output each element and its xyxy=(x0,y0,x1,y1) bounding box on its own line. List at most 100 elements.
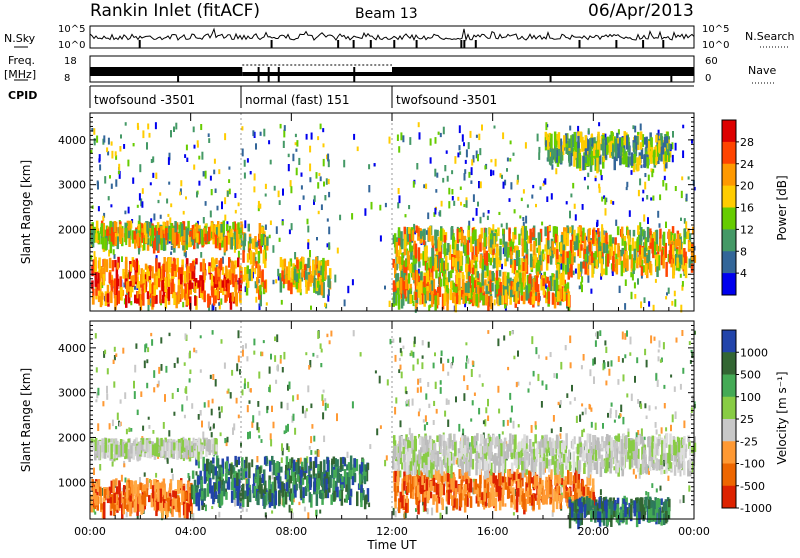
scatter-cell xyxy=(553,373,555,378)
band-cell xyxy=(546,277,549,284)
scatter-cell xyxy=(513,512,515,515)
band-cell xyxy=(203,488,206,500)
band-cell xyxy=(164,503,167,511)
scatter-cell xyxy=(334,275,336,283)
scatter-cell xyxy=(448,188,450,195)
scatter-cell xyxy=(464,169,466,174)
scatter-cell xyxy=(166,199,168,204)
scatter-cell xyxy=(426,422,428,425)
band-cell xyxy=(249,269,252,281)
scatter-cell xyxy=(605,208,607,215)
band-cell xyxy=(672,245,675,255)
scatter-cell xyxy=(336,413,338,421)
scatter-cell xyxy=(168,430,170,436)
scatter-cell xyxy=(318,173,320,176)
band-cell xyxy=(105,238,108,250)
band-cell xyxy=(152,226,155,241)
scatter-cell xyxy=(328,192,330,197)
band-cell xyxy=(197,280,200,288)
colorbar-tick-label: 24 xyxy=(740,158,754,171)
band-cell xyxy=(229,270,232,280)
scatter-cell xyxy=(311,424,313,429)
scatter-cell xyxy=(170,252,172,255)
scatter-cell xyxy=(626,187,628,190)
band-cell xyxy=(142,270,145,284)
band-cell xyxy=(480,254,483,262)
band-cell xyxy=(485,295,488,306)
scatter-cell xyxy=(258,411,260,416)
band-cell xyxy=(443,293,446,306)
band-cell xyxy=(554,280,557,291)
scatter-cell xyxy=(295,134,297,137)
scatter-cell xyxy=(507,420,509,426)
band-cell xyxy=(398,227,401,237)
scatter-cell xyxy=(465,342,467,345)
band-cell xyxy=(465,283,468,293)
scatter-cell xyxy=(218,512,220,518)
band-cell xyxy=(431,236,434,246)
band-cell xyxy=(662,256,665,268)
scatter-cell xyxy=(254,268,256,274)
scatter-cell xyxy=(465,362,467,368)
scatter-cell xyxy=(581,403,583,406)
band-cell xyxy=(467,282,470,293)
scatter-cell xyxy=(218,169,220,174)
scatter-cell xyxy=(467,385,469,390)
band-cell xyxy=(452,235,455,249)
band-cell xyxy=(649,261,652,273)
band-cell xyxy=(436,230,439,236)
scatter-cell xyxy=(436,173,438,178)
scatter-cell xyxy=(106,147,108,152)
band-cell xyxy=(232,292,235,301)
scatter-cell xyxy=(323,159,325,166)
band-cell xyxy=(518,234,521,245)
band-cell xyxy=(569,227,572,233)
band-cell xyxy=(301,269,304,278)
band-cell xyxy=(148,495,151,502)
scatter-cell xyxy=(215,189,217,193)
scatter-cell xyxy=(258,372,260,379)
scatter-cell xyxy=(664,176,666,180)
scatter-cell xyxy=(309,446,311,450)
band-cell xyxy=(568,151,571,163)
scatter-cell xyxy=(583,354,585,361)
band-cell xyxy=(523,292,526,304)
freq-band xyxy=(90,67,242,76)
band-cell xyxy=(133,231,136,240)
scatter-cell xyxy=(320,176,322,181)
band-cell xyxy=(659,154,662,160)
scatter-cell xyxy=(280,355,282,359)
scatter-cell xyxy=(667,476,669,481)
scatter-cell xyxy=(540,186,542,189)
band-cell xyxy=(264,488,267,494)
band-cell xyxy=(230,464,233,479)
scatter-cell xyxy=(480,181,482,188)
band-cell xyxy=(203,291,206,303)
band-cell xyxy=(155,295,158,304)
scatter-cell xyxy=(510,141,512,145)
band-cell xyxy=(685,263,688,278)
band-cell xyxy=(118,480,121,494)
band-cell xyxy=(633,230,636,237)
scatter-cell xyxy=(478,134,480,140)
scatter-cell xyxy=(142,130,144,138)
scatter-cell xyxy=(406,400,408,404)
scatter-cell xyxy=(193,348,195,353)
band-cell xyxy=(153,479,156,486)
band-cell xyxy=(620,146,623,156)
scatter-cell xyxy=(620,405,622,412)
scatter-cell xyxy=(473,194,475,202)
scatter-cell xyxy=(427,508,429,514)
scatter-cell xyxy=(538,152,540,160)
band-cell xyxy=(462,294,465,304)
band-cell xyxy=(294,490,297,498)
band-cell xyxy=(112,260,115,271)
band-cell xyxy=(415,225,418,233)
band-cell xyxy=(431,292,434,307)
scatter-cell xyxy=(168,182,170,185)
scatter-cell xyxy=(242,350,244,357)
band-cell xyxy=(547,148,550,162)
scatter-cell xyxy=(121,475,123,482)
band-cell xyxy=(254,486,257,496)
scatter-cell xyxy=(640,301,642,308)
